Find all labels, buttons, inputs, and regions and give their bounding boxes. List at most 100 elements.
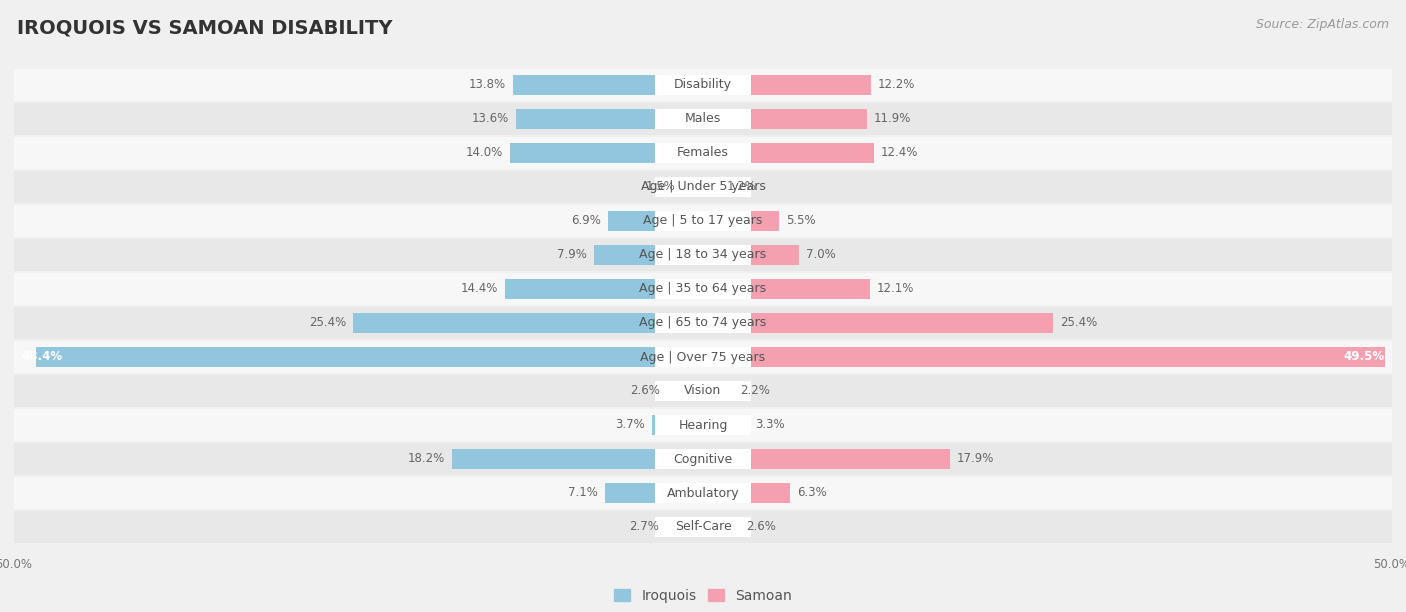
Text: 25.4%: 25.4% [309, 316, 346, 329]
Bar [703, 313, 1053, 333]
Bar [505, 279, 703, 299]
Text: 7.9%: 7.9% [557, 248, 588, 261]
Bar [666, 517, 703, 537]
Bar [703, 211, 779, 231]
Bar [703, 483, 790, 503]
Bar [14, 512, 1392, 543]
Bar [703, 347, 1385, 367]
Bar [655, 143, 751, 163]
Text: Ambulatory: Ambulatory [666, 487, 740, 499]
Text: IROQUOIS VS SAMOAN DISABILITY: IROQUOIS VS SAMOAN DISABILITY [17, 18, 392, 37]
Bar [516, 109, 703, 129]
Bar [703, 143, 875, 163]
Text: Females: Females [678, 146, 728, 160]
Bar [14, 137, 1392, 169]
Bar [703, 279, 870, 299]
Text: Self-Care: Self-Care [675, 520, 731, 534]
Bar [595, 245, 703, 265]
Bar [14, 341, 1392, 373]
Bar [655, 177, 751, 196]
Text: 18.2%: 18.2% [408, 452, 446, 466]
Text: Cognitive: Cognitive [673, 452, 733, 466]
Bar [655, 347, 751, 367]
Bar [703, 245, 800, 265]
Text: 2.6%: 2.6% [630, 384, 661, 398]
Text: 12.2%: 12.2% [877, 78, 915, 92]
Text: 48.4%: 48.4% [21, 351, 62, 364]
Bar [14, 171, 1392, 203]
Bar [14, 274, 1392, 305]
Text: 11.9%: 11.9% [875, 113, 911, 125]
Text: 14.4%: 14.4% [460, 283, 498, 296]
Bar [655, 313, 751, 333]
Text: 1.2%: 1.2% [727, 181, 756, 193]
Bar [14, 375, 1392, 406]
Text: Males: Males [685, 113, 721, 125]
Text: 7.0%: 7.0% [807, 248, 837, 261]
Bar [655, 211, 751, 231]
Text: Vision: Vision [685, 384, 721, 398]
Text: Age | 35 to 64 years: Age | 35 to 64 years [640, 283, 766, 296]
Bar [655, 110, 751, 129]
Bar [703, 415, 748, 435]
Text: Age | 18 to 34 years: Age | 18 to 34 years [640, 248, 766, 261]
Text: 3.7%: 3.7% [616, 419, 645, 431]
Text: 13.8%: 13.8% [468, 78, 506, 92]
Text: 6.3%: 6.3% [797, 487, 827, 499]
Bar [605, 483, 703, 503]
Text: Age | Over 75 years: Age | Over 75 years [641, 351, 765, 364]
Text: 12.1%: 12.1% [876, 283, 914, 296]
Text: Source: ZipAtlas.com: Source: ZipAtlas.com [1256, 18, 1389, 31]
Bar [655, 449, 751, 469]
Text: 49.5%: 49.5% [1344, 351, 1385, 364]
Bar [655, 416, 751, 435]
Bar [703, 381, 734, 401]
Bar [655, 381, 751, 401]
Bar [607, 211, 703, 231]
Text: Hearing: Hearing [678, 419, 728, 431]
Bar [703, 449, 949, 469]
Bar [14, 443, 1392, 475]
Bar [14, 307, 1392, 338]
Bar [652, 415, 703, 435]
Text: 14.0%: 14.0% [465, 146, 503, 160]
Bar [14, 477, 1392, 509]
Text: Age | 65 to 74 years: Age | 65 to 74 years [640, 316, 766, 329]
Bar [14, 69, 1392, 100]
Text: 2.6%: 2.6% [745, 520, 776, 534]
Bar [682, 177, 703, 197]
Text: 25.4%: 25.4% [1060, 316, 1097, 329]
Bar [513, 75, 703, 95]
Text: 1.5%: 1.5% [645, 181, 675, 193]
Bar [668, 381, 703, 401]
Bar [655, 483, 751, 502]
Bar [14, 239, 1392, 271]
Bar [353, 313, 703, 333]
Bar [703, 517, 738, 537]
Bar [453, 449, 703, 469]
Bar [37, 347, 703, 367]
Bar [510, 143, 703, 163]
Text: Age | Under 5 years: Age | Under 5 years [641, 181, 765, 193]
Bar [703, 177, 720, 197]
Text: 6.9%: 6.9% [571, 214, 600, 228]
Bar [703, 109, 868, 129]
Text: 3.3%: 3.3% [755, 419, 785, 431]
Text: Disability: Disability [673, 78, 733, 92]
Bar [14, 409, 1392, 441]
Bar [703, 75, 872, 95]
Bar [655, 75, 751, 95]
Legend: Iroquois, Samoan: Iroquois, Samoan [614, 589, 792, 603]
Bar [655, 245, 751, 264]
Text: Age | 5 to 17 years: Age | 5 to 17 years [644, 214, 762, 228]
Bar [14, 206, 1392, 237]
Text: 2.7%: 2.7% [628, 520, 659, 534]
Text: 2.2%: 2.2% [740, 384, 770, 398]
Bar [14, 103, 1392, 135]
Text: 17.9%: 17.9% [956, 452, 994, 466]
Bar [655, 279, 751, 299]
Text: 7.1%: 7.1% [568, 487, 599, 499]
Text: 12.4%: 12.4% [880, 146, 918, 160]
Bar [655, 517, 751, 537]
Text: 5.5%: 5.5% [786, 214, 815, 228]
